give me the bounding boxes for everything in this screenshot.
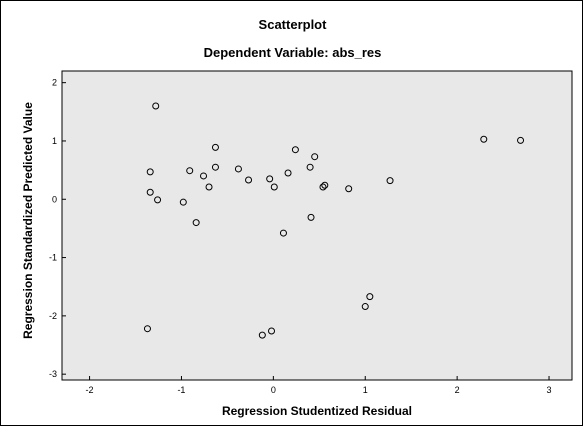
scatter-point <box>321 181 329 189</box>
scatter-point <box>268 327 276 335</box>
chart-title: Scatterplot <box>258 17 327 32</box>
scatter-point <box>307 213 315 221</box>
y-tick-label: -2 <box>49 311 57 321</box>
scatter-point <box>319 183 327 191</box>
chart-subtitle: Dependent Variable: abs_res <box>203 45 382 60</box>
x-tick-label: 3 <box>547 385 552 395</box>
y-tick-label: -1 <box>49 253 57 263</box>
y-axis: 2 1 0 -1 -2 -3 <box>49 78 66 379</box>
scatter-point <box>205 183 213 191</box>
scatter-point <box>291 146 299 154</box>
scatter-point <box>270 183 278 191</box>
x-tick-label: 1 <box>363 385 368 395</box>
scatter-point <box>186 167 194 175</box>
x-axis: -2 -1 0 1 2 3 <box>86 376 552 395</box>
x-tick-label: 2 <box>455 385 460 395</box>
scatter-point <box>179 198 187 206</box>
scatter-point <box>480 135 488 143</box>
scatter-point <box>386 177 394 185</box>
y-tick-label: -3 <box>49 369 57 379</box>
scatter-point <box>279 229 287 237</box>
scatter-point <box>200 172 208 180</box>
x-tick-label: -2 <box>86 385 94 395</box>
y-tick-label: 2 <box>52 78 57 88</box>
scatter-point <box>234 165 242 173</box>
x-axis-label: Regression Studentized Residual <box>222 404 412 418</box>
scatter-point <box>311 153 319 161</box>
scatter-point <box>258 331 266 339</box>
y-axis-label: Regression Standardized Predicted Value <box>21 102 35 339</box>
x-tick-label: -1 <box>177 385 185 395</box>
scatter-point <box>152 102 160 110</box>
scatter-point <box>146 188 154 196</box>
scatter-point <box>192 219 200 227</box>
scatter-point <box>366 293 374 301</box>
scatter-point <box>211 163 219 171</box>
y-tick-label: 1 <box>52 136 57 146</box>
scatter-point <box>266 175 274 183</box>
y-tick-label: 0 <box>52 194 57 204</box>
scatter-point <box>245 176 253 184</box>
scatter-point <box>517 136 525 144</box>
scatter-point <box>154 196 162 204</box>
scatter-point <box>284 169 292 177</box>
scatter-point <box>143 325 151 333</box>
plot-area <box>61 70 573 381</box>
scatter-point <box>361 303 369 311</box>
scatter-point <box>211 143 219 151</box>
data-points <box>143 102 525 339</box>
x-tick-label: 0 <box>271 385 276 395</box>
scatter-point <box>306 163 314 171</box>
scatter-point <box>345 185 353 193</box>
scatter-point <box>146 168 154 176</box>
